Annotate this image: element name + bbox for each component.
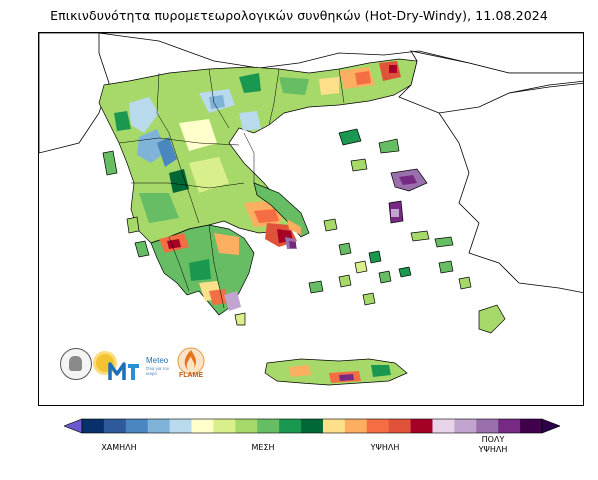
colorbar-swatch <box>125 419 149 433</box>
legend-label-very-high: ΠΟΛΥ ΥΨΗΛΗ <box>458 435 528 455</box>
legend-label-high: ΥΨΗΛΗ <box>370 443 400 452</box>
colorbar-swatch <box>191 419 214 433</box>
greece-fire-risk-map <box>39 33 583 386</box>
colorbar-border <box>81 418 543 434</box>
colorbar-swatch <box>366 419 390 433</box>
evia-island <box>253 182 310 238</box>
legend-label-low: ΧΑΜΗΛΗ <box>101 443 137 452</box>
map-title: Επικινδυνότητα πυρομετεωρολογικών συνθηκ… <box>50 8 548 23</box>
university-seal-icon <box>60 348 92 380</box>
colorbar-swatch <box>388 419 411 433</box>
colorbar-swatch <box>82 419 105 433</box>
colorbar-swatch <box>279 419 302 433</box>
colorbar-swatch <box>322 419 346 433</box>
colorbar-swatch <box>498 419 521 433</box>
colorbar-swatch <box>344 419 368 433</box>
colorbar-swatch <box>169 419 192 433</box>
colorbar-swatch <box>257 419 280 433</box>
meteo-tagline: Όλα για τον καιρό <box>146 366 170 376</box>
colorbar-swatch <box>520 419 543 433</box>
legend-label-medium: ΜΕΣΗ <box>251 443 275 452</box>
colorbar-swatch <box>410 419 433 433</box>
logo-strip: Meteo Όλα για τον καιρό FLAME <box>60 346 220 396</box>
rhodes-island <box>478 304 506 334</box>
colorbar-swatch <box>432 419 455 433</box>
colorbar-low-extend <box>64 418 83 434</box>
colorbar-swatch <box>476 419 499 433</box>
colorbar-swatch <box>147 419 171 433</box>
colorbar-high-extend <box>541 418 560 434</box>
colorbar-swatch <box>103 419 127 433</box>
aegean-islands <box>102 128 506 334</box>
meteo-logo-text: Meteo <box>146 356 169 365</box>
map-panel <box>38 32 584 406</box>
colorbar-swatch <box>213 419 236 433</box>
colorbar-swatch <box>454 419 477 433</box>
legend-label-very-high-line1: ΠΟΛΥ <box>481 435 505 444</box>
colorbar-swatch <box>301 419 324 433</box>
neighbour-countries <box>39 33 583 154</box>
meteo-logo-icon <box>108 362 139 380</box>
legend-label-very-high-line2: ΥΨΗΛΗ <box>478 445 508 454</box>
flame-icon <box>177 347 205 375</box>
risk-colorbar <box>64 418 560 434</box>
flame-logo-text: FLAME <box>178 372 204 379</box>
colorbar-swatch <box>235 419 258 433</box>
crete-island <box>264 358 408 386</box>
